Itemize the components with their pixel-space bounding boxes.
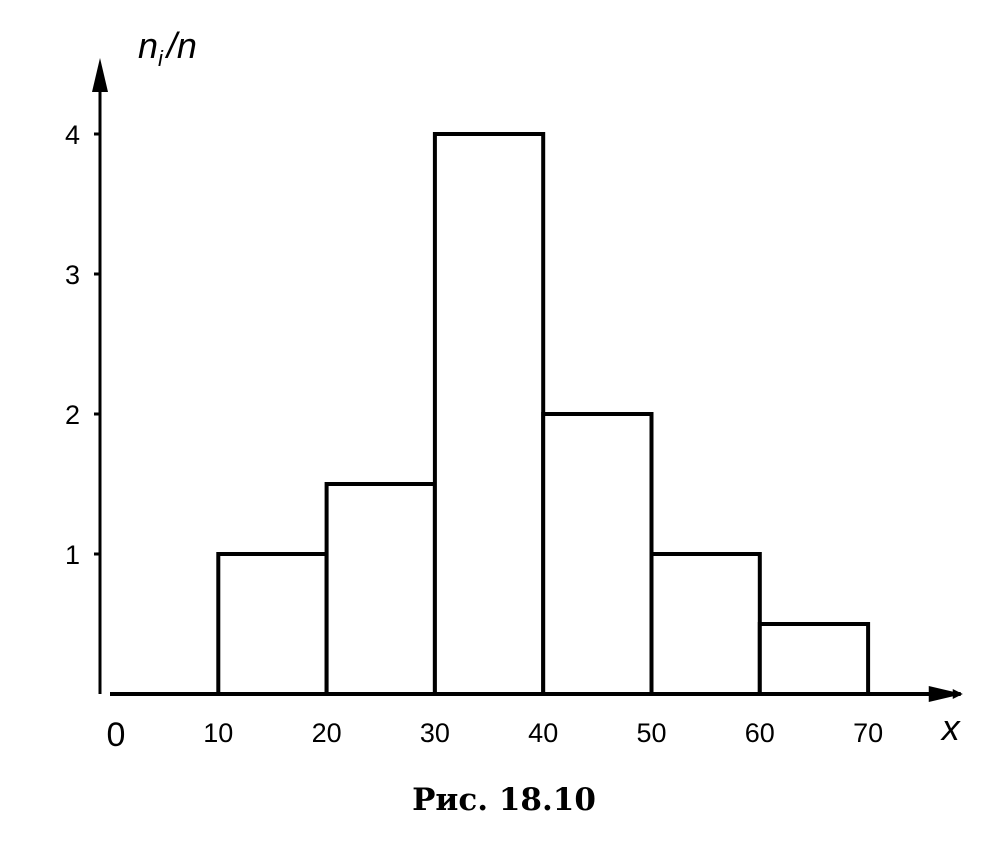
histogram-bar-20-30 (324, 482, 437, 696)
x-tick-label-70: 70 (853, 718, 883, 748)
x-axis-label: x (940, 707, 962, 748)
x-tick-label-10: 10 (203, 718, 233, 748)
bars-layer (216, 132, 871, 696)
y-axis-label-base: n (138, 25, 158, 66)
y-axis-label-subscript: i (158, 46, 164, 71)
x-axis-arrow (928, 686, 963, 702)
x-tick-label-50: 50 (636, 718, 666, 748)
y-axis-arrow (92, 58, 108, 92)
y-tick-label-3: 3 (65, 260, 80, 290)
x-tick-label-20: 20 (312, 718, 342, 748)
y-tick-label-1: 1 (65, 540, 80, 570)
y-axis-label: ni/n (138, 25, 197, 71)
y-tick-label-4: 4 (65, 120, 80, 150)
y-axis-label-rest: /n (164, 25, 197, 66)
y-tick-label-2: 2 (65, 400, 80, 430)
origin-label: 0 (107, 716, 126, 754)
histogram-bar-40-50 (541, 412, 654, 696)
histogram-bar-30-40 (432, 132, 546, 696)
histogram-bar-10-20 (216, 552, 329, 696)
x-tick-label-40: 40 (528, 718, 558, 748)
labels-layer: 1 2 3 4 10 20 30 40 50 60 70 0 x ni/n Рис. 18.10 (65, 25, 962, 818)
x-tick-label-60: 60 (745, 718, 775, 748)
histogram-bar-50-60 (649, 552, 762, 696)
axes-layer (92, 58, 963, 702)
x-tick-label-30: 30 (420, 718, 450, 748)
figure-caption: Рис. 18.10 (412, 782, 596, 818)
histogram-bar-60-70 (757, 622, 871, 696)
